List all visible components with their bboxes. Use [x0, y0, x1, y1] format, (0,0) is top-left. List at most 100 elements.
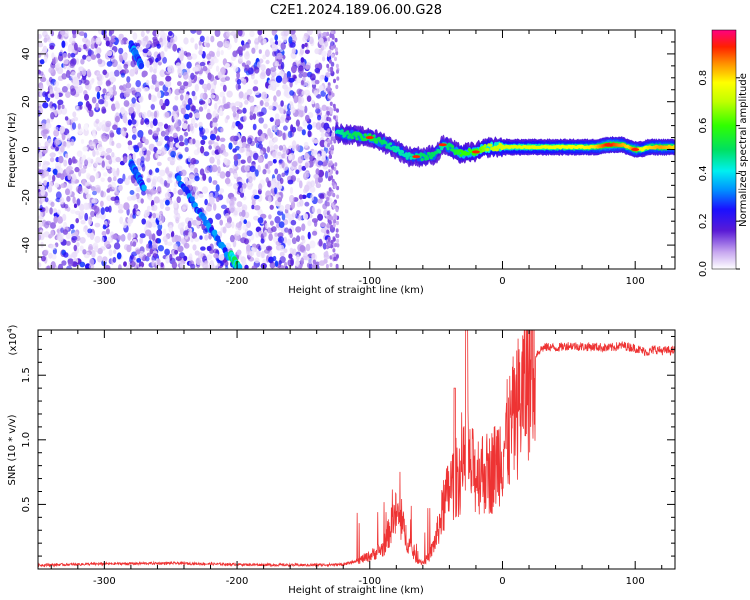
noise-blob: [45, 122, 52, 129]
noise-blob: [333, 184, 337, 189]
noise-blob: [54, 91, 60, 100]
noise-blob: [232, 111, 237, 118]
noise-blob: [333, 252, 337, 258]
noise-blob: [112, 256, 117, 263]
noise-blob: [170, 230, 175, 238]
noise-blob: [234, 145, 240, 151]
noise-blob: [219, 188, 225, 194]
noise-blob: [327, 139, 331, 144]
noise-blob: [57, 103, 61, 111]
noise-blob: [111, 103, 116, 112]
spectrogram-streak: [215, 235, 221, 242]
noise-blob: [231, 105, 237, 113]
noise-blob: [194, 112, 201, 119]
noise-blob: [183, 50, 188, 56]
noise-blob: [317, 213, 324, 221]
spectrogram-streak: [237, 263, 243, 269]
noise-blob: [72, 111, 77, 118]
noise-blob: [77, 85, 83, 94]
noise-blob: [127, 232, 132, 241]
ridge-cell: [486, 147, 490, 152]
noise-blob: [326, 229, 330, 234]
noise-blob: [279, 256, 286, 264]
noise-blob: [96, 91, 101, 100]
noise-blob: [204, 198, 208, 206]
noise-blob: [327, 242, 331, 247]
noise-blob: [116, 127, 122, 135]
noise-blob: [156, 127, 160, 132]
noise-blob: [52, 208, 58, 214]
noise-blob: [67, 258, 74, 267]
noise-blob: [156, 229, 163, 237]
noise-blob: [137, 130, 144, 138]
noise-blob: [200, 246, 206, 251]
noise-blob: [234, 37, 238, 44]
figure-title: C2E1.2024.189.06.00.G28: [270, 3, 442, 18]
noise-blob: [303, 256, 310, 261]
noise-blob: [141, 146, 146, 152]
noise-blob: [283, 248, 288, 253]
noise-blob: [325, 264, 329, 269]
noise-blob: [100, 177, 105, 183]
noise-blob: [151, 221, 157, 228]
noise-blob: [268, 195, 272, 203]
noise-blob: [278, 70, 285, 78]
colorbar: 0.00.20.40.60.8 Normalized spectral ampl…: [698, 29, 749, 277]
noise-blob: [190, 157, 197, 165]
noise-blob: [131, 134, 137, 141]
noise-blob: [131, 119, 137, 125]
noise-blob: [288, 103, 294, 110]
noise-blob: [262, 169, 267, 175]
noise-blob: [212, 248, 219, 254]
noise-blob: [246, 244, 251, 252]
noise-blob: [306, 95, 312, 102]
noise-blob: [132, 213, 137, 219]
noise-blob: [281, 213, 286, 221]
noise-blob: [336, 233, 340, 239]
ridge-cell: [393, 145, 397, 149]
noise-blob: [114, 186, 120, 195]
noise-blob: [173, 187, 177, 195]
noise-blob: [87, 49, 94, 56]
noise-blob: [179, 94, 184, 101]
noise-blob: [190, 72, 195, 80]
noise-blob: [138, 261, 145, 268]
noise-blob: [156, 161, 162, 167]
noise-blob: [134, 102, 140, 111]
noise-blob: [118, 47, 124, 55]
noise-blob: [152, 212, 157, 219]
noise-blob: [272, 50, 277, 57]
noise-blob: [129, 69, 136, 77]
noise-blob: [291, 65, 297, 74]
noise-blob: [321, 104, 327, 112]
noise-blob: [232, 50, 238, 58]
noise-blob: [165, 255, 170, 264]
noise-blob: [168, 136, 174, 142]
noise-blob: [85, 56, 92, 61]
noise-blob: [265, 222, 269, 230]
noise-blob: [269, 180, 276, 189]
noise-blob: [222, 96, 226, 104]
snr-scale-close: ): [8, 324, 19, 328]
noise-blob: [219, 171, 226, 179]
noise-blob: [209, 156, 215, 164]
ridge-peak: [604, 143, 613, 147]
noise-blob: [198, 106, 204, 112]
noise-blob: [151, 259, 155, 267]
noise-blob: [80, 58, 85, 65]
noise-blob: [84, 123, 89, 132]
ridge-cell: [483, 144, 487, 148]
noise-blob: [159, 169, 166, 177]
noise-blob: [68, 157, 73, 166]
noise-blob: [109, 130, 114, 138]
noise-blob: [111, 59, 118, 68]
noise-blob: [111, 168, 116, 174]
noise-blob: [295, 254, 300, 261]
noise-blob: [314, 48, 320, 55]
noise-blob: [113, 249, 117, 255]
noise-blob: [252, 86, 259, 92]
noise-blob: [123, 68, 129, 74]
noise-blob: [102, 88, 107, 94]
noise-blob: [312, 259, 316, 265]
noise-blob: [58, 155, 64, 164]
